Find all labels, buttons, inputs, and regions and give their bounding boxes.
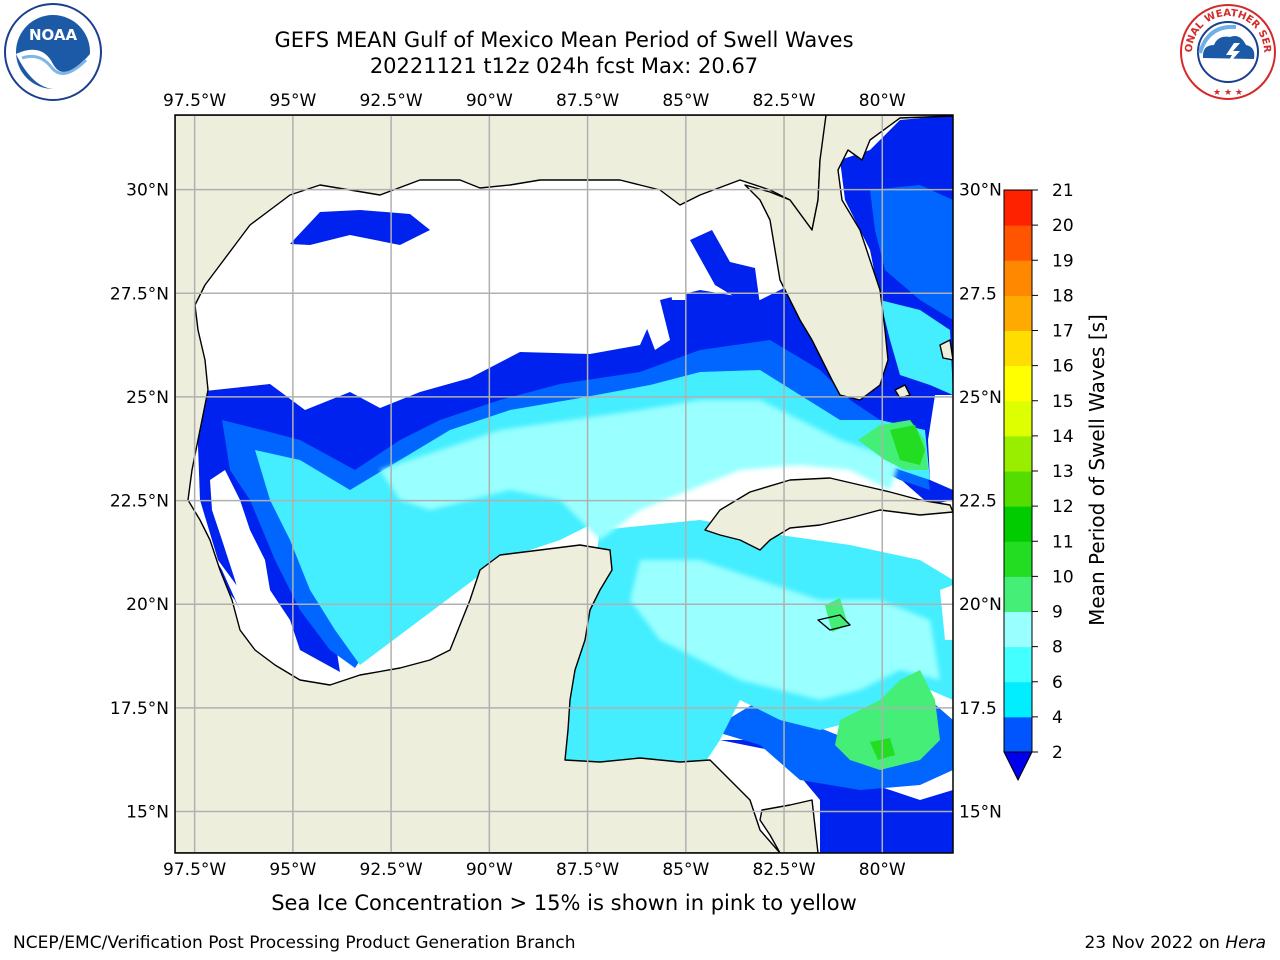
colorbar-segment — [1004, 330, 1032, 367]
colorbar-segment — [1004, 506, 1032, 542]
colorbar-segment — [1004, 611, 1032, 648]
lat-tick-left: 22.5°N — [110, 492, 169, 512]
colorbar-segment — [1004, 716, 1032, 753]
swell-band-midblue-south — [710, 700, 953, 790]
colorbar-segment — [1004, 365, 1032, 402]
colorbar-segment — [1004, 576, 1032, 612]
lat-tick-left: 25°N — [126, 388, 169, 408]
map-frame — [174, 114, 954, 854]
colorbar-segment — [1004, 190, 1032, 226]
colorbar-segment — [1004, 471, 1032, 507]
noaa-logo-text: NOAA — [29, 26, 78, 44]
land-jamaica — [817, 614, 851, 631]
map-area — [175, 115, 953, 853]
swell-band-blue-north — [290, 210, 430, 245]
lat-tick-right: 20°N — [959, 595, 1002, 615]
lon-tick-top: 85°W — [662, 91, 709, 111]
colorbar-tick-label: 21 — [1052, 181, 1074, 201]
lat-tick-left: 15°N — [126, 803, 169, 823]
noaa-logo-icon: NOAA — [4, 3, 102, 101]
colorbar-segment — [1004, 260, 1032, 296]
colorbar-segment — [1004, 225, 1032, 261]
lon-tick-top: 82.5°W — [752, 91, 815, 111]
colorbar-tick-label: 20 — [1052, 216, 1074, 236]
swell-band-lightcyan-2 — [630, 560, 940, 700]
lon-tick-bottom: 92.5°W — [360, 860, 423, 880]
land-masses — [175, 115, 953, 853]
colorbar: 2 4 6 8 9 10 11 12 13 14 15 16 17 18 19 20 21 — [1003, 181, 1074, 782]
lon-tick-top: 87.5°W — [556, 91, 619, 111]
svg-text:★ ★ ★: ★ ★ ★ — [1213, 88, 1243, 98]
colorbar-tick-label: 6 — [1052, 673, 1063, 693]
lon-tick-bottom: 97.5°W — [163, 860, 226, 880]
lon-tick-bottom: 95°W — [269, 860, 316, 880]
lat-tick-right: 22.5 — [959, 492, 997, 512]
lon-tick-bottom: 85°W — [662, 860, 709, 880]
colorbar-under-arrow — [1003, 751, 1033, 782]
lat-tick-left: 20°N — [126, 595, 169, 615]
lat-tick-right: 17.5 — [959, 699, 997, 719]
land-cuba — [704, 477, 953, 551]
lon-tick-top: 95°W — [269, 91, 316, 111]
colorbar-tick-label: 8 — [1052, 638, 1063, 658]
colorbar-tick-label: 18 — [1052, 286, 1074, 306]
lon-tick-top: 90°W — [466, 91, 513, 111]
swell-green-bright-florida-straits — [890, 425, 925, 465]
lon-tick-top: 80°W — [859, 91, 906, 111]
lat-tick-left: 17.5°N — [110, 699, 169, 719]
colorbar-segment — [1004, 681, 1032, 718]
lon-tick-bottom: 80°W — [859, 860, 906, 880]
colorbar-tick-label: 17 — [1052, 322, 1074, 342]
swell-band-blue-ne — [690, 230, 760, 305]
swell-band-cyan-east — [880, 300, 953, 395]
lon-tick-bottom: 90°W — [466, 860, 513, 880]
colorbar-tick-label: 11 — [1052, 532, 1074, 552]
colorbar-tick-label: 2 — [1052, 743, 1063, 763]
lon-tick-bottom: 82.5°W — [752, 860, 815, 880]
swell-band-blue-south — [720, 740, 953, 853]
colorbar-segment — [1004, 435, 1032, 472]
colorbar-segment — [1004, 646, 1032, 683]
colorbar-tick-label: 16 — [1052, 357, 1074, 377]
land-central-america-south — [759, 799, 819, 853]
colorbar-tick-label: 15 — [1052, 392, 1074, 412]
sea-ice-caption: Sea Ice Concentration > 15% is shown in … — [271, 891, 857, 915]
colorbar-segment — [1004, 541, 1032, 577]
swell-green-small — [825, 598, 848, 632]
land-bahamas-1 — [894, 384, 911, 399]
lat-tick-right: 30°N — [959, 181, 1002, 201]
lat-tick-left: 27.5°N — [110, 284, 169, 304]
map-title: GEFS MEAN Gulf of Mexico Mean Period of … — [274, 28, 854, 52]
colorbar-tick-label: 19 — [1052, 251, 1074, 271]
no-data-areas — [210, 265, 953, 660]
swell-band-lightcyan — [380, 400, 900, 540]
colorbar-tick-label: 12 — [1052, 497, 1074, 517]
lat-tick-right: 27.5 — [959, 284, 997, 304]
colorbar-tick-label: 4 — [1052, 708, 1063, 728]
nws-logo-icon: NATIONAL WEATHER SERVICE ★ ★ ★ — [1178, 3, 1276, 100]
axis-tick-labels: 97.5°W 97.5°W 95°W 95°W 92.5°W 92.5°W 90°W 90°W… — [110, 91, 1002, 880]
colorbar-tick-label: 13 — [1052, 462, 1074, 482]
colorbar-tick-label: 14 — [1052, 427, 1074, 447]
footer-credit: NCEP/EMC/Verification Post Processing Pr… — [13, 933, 576, 953]
lat-tick-right: 15°N — [959, 803, 1002, 823]
map-subtitle: 20221121 t12z 024h fcst Max: 20.67 — [369, 54, 759, 78]
colorbar-tick-label: 10 — [1052, 567, 1074, 587]
lat-tick-left: 30°N — [126, 181, 169, 201]
lat-tick-right: 25°N — [959, 388, 1002, 408]
lon-tick-top: 97.5°W — [163, 91, 226, 111]
land-bahamas-2 — [939, 339, 953, 361]
swell-green-caribbean — [835, 670, 940, 770]
map-gridlines — [175, 115, 953, 853]
colorbar-segment — [1004, 295, 1032, 331]
lon-tick-top: 92.5°W — [360, 91, 423, 111]
swell-band-midblue-east — [870, 185, 953, 320]
lon-tick-bottom: 87.5°W — [556, 860, 619, 880]
footer-date: 23 Nov 2022 on Hera — [1084, 933, 1266, 953]
colorbar-segment — [1004, 400, 1032, 437]
colorbar-tick-label: 9 — [1052, 603, 1063, 623]
